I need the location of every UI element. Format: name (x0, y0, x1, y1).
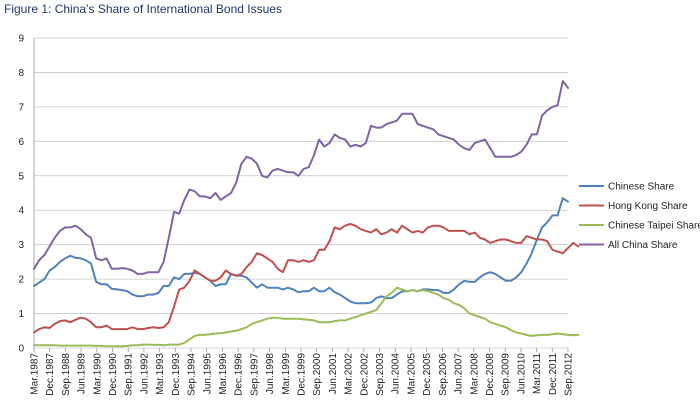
series-line-chinese-share (33, 197, 569, 305)
series-lines (33, 80, 580, 348)
y-axis-ticks: 0 1 2 3 4 5 6 7 8 9 (18, 34, 24, 355)
x-tick-label: Jun.2010 (516, 353, 527, 395)
x-tick-label: Dec.2002 (359, 353, 370, 396)
x-tick-label: Mar.2005 (406, 353, 417, 395)
series-line-chinese-taipei-share (33, 286, 580, 348)
x-tick-label: Dec.1999 (297, 353, 308, 396)
x-axis-ticks: Mar.1987 Dec.1987 Sep.1988 Jun.1989 Mar.1990… (30, 348, 575, 396)
y-tick-label: 4 (18, 206, 24, 217)
legend-label-all-china-share: All China Share (608, 240, 678, 251)
x-tick-label: Mar.1993 (155, 353, 166, 395)
figure-title: Figure 1: China’s Share of International… (4, 2, 282, 16)
x-tick-label: Jun.1998 (265, 353, 276, 395)
x-tick-label: Mar.1999 (281, 353, 292, 395)
x-tick-label: Sep.1997 (249, 353, 260, 396)
y-tick-label: 1 (18, 309, 24, 320)
x-tick-label: Jun.1995 (202, 353, 213, 395)
legend-label-hong-kong-share: Hong Kong Share (608, 201, 688, 212)
x-tick-label: Mar.1987 (30, 353, 41, 395)
x-tick-label: Sep.1994 (187, 353, 198, 396)
x-tick-label: Sep.2009 (501, 353, 512, 396)
x-tick-label: Jun.2004 (391, 353, 402, 395)
x-tick-label: Sep.2006 (438, 353, 449, 396)
x-tick-label: Mar.1990 (92, 353, 103, 395)
y-tick-label: 3 (18, 240, 24, 251)
x-tick-label: Dec.2005 (422, 353, 433, 396)
series-line-all-china-share (33, 80, 569, 275)
y-tick-label: 2 (18, 275, 24, 286)
x-tick-label: Dec.1990 (108, 353, 119, 396)
legend-label-chinese-taipei-share: Chinese Taipei Share (608, 221, 700, 232)
y-tick-label: 8 (18, 68, 24, 79)
x-tick-label: Dec.2011 (548, 353, 559, 396)
x-tick-label: Jun.2001 (328, 353, 339, 395)
y-tick-label: 7 (18, 102, 24, 113)
x-tick-label: Sep.1991 (124, 353, 135, 396)
x-tick-label: Jun.1992 (139, 353, 150, 395)
y-tick-label: 5 (18, 171, 24, 182)
x-tick-label: Dec.1993 (171, 353, 182, 396)
y-tick-label: 9 (18, 34, 24, 45)
x-tick-label: Mar.2008 (469, 353, 480, 395)
y-tick-label: 6 (18, 137, 24, 148)
x-tick-label: Jun.1989 (77, 353, 88, 395)
x-tick-label: Sep.2000 (312, 353, 323, 396)
x-tick-label: Sep.2003 (375, 353, 386, 396)
legend: Chinese Share Hong Kong Share Chinese Taip… (579, 182, 700, 251)
gridlines (33, 37, 568, 349)
x-tick-label: Jun.2007 (454, 353, 465, 395)
x-tick-label: Dec.1996 (234, 353, 245, 396)
x-tick-label: Dec.1987 (45, 353, 56, 396)
series-line-hong-kong-share (33, 223, 580, 334)
legend-label-chinese-share: Chinese Share (608, 182, 675, 193)
x-tick-label: Mar.2011 (532, 353, 543, 394)
x-tick-label: Mar.1996 (218, 353, 229, 395)
x-tick-label: Sep.2012 (564, 353, 575, 396)
x-tick-label: Mar.2002 (344, 353, 355, 395)
x-tick-label: Dec.2008 (485, 353, 496, 396)
y-tick-label: 0 (18, 344, 24, 355)
x-tick-label: Sep.1988 (61, 353, 72, 396)
